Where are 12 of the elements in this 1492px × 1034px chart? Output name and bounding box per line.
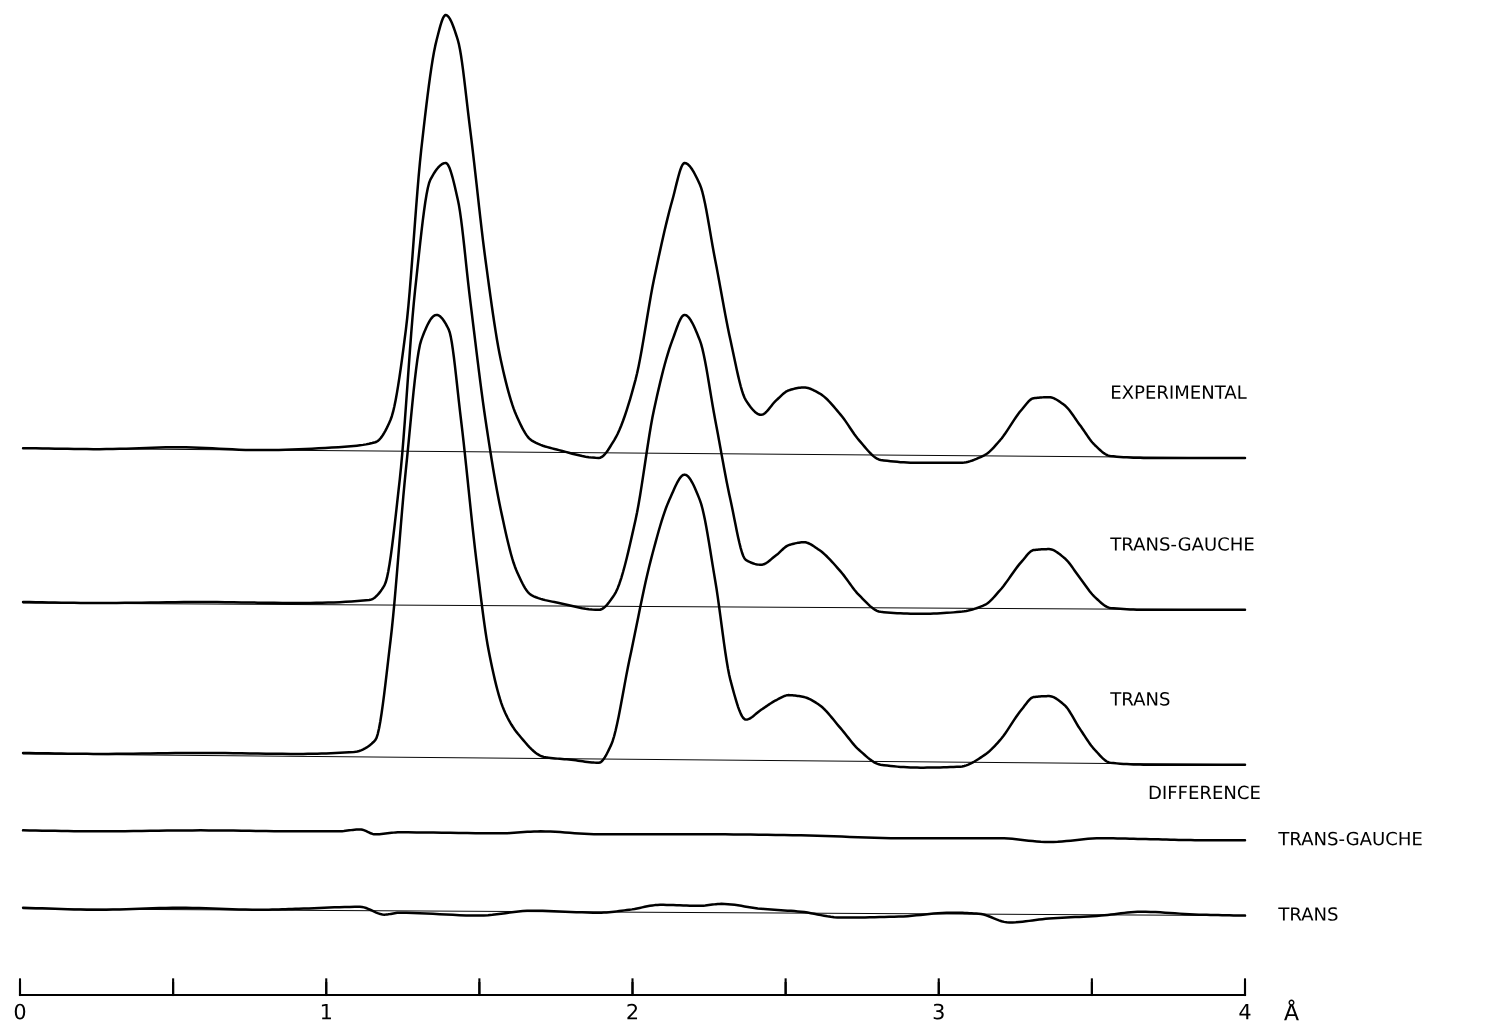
x-axis-title: Å bbox=[1284, 999, 1299, 1021]
text: TRANS bbox=[1110, 691, 1170, 706]
text: TRANS-GAUCHE bbox=[1110, 537, 1254, 551]
x-tick-label: 0 bbox=[14, 1003, 26, 1020]
series-label: TRANS-GAUCHE bbox=[1278, 831, 1422, 846]
x-tick-label: 1 bbox=[321, 1003, 331, 1020]
x-tick-label: 2 bbox=[627, 1003, 638, 1020]
series-label: TRANS bbox=[1278, 907, 1338, 921]
x-tick-label: 4 bbox=[1239, 1003, 1251, 1020]
annotation: DIFFERENCE bbox=[1149, 785, 1260, 800]
text: EXPERIMENTAL bbox=[1112, 385, 1247, 399]
x-tick-label: 3 bbox=[933, 1003, 944, 1020]
